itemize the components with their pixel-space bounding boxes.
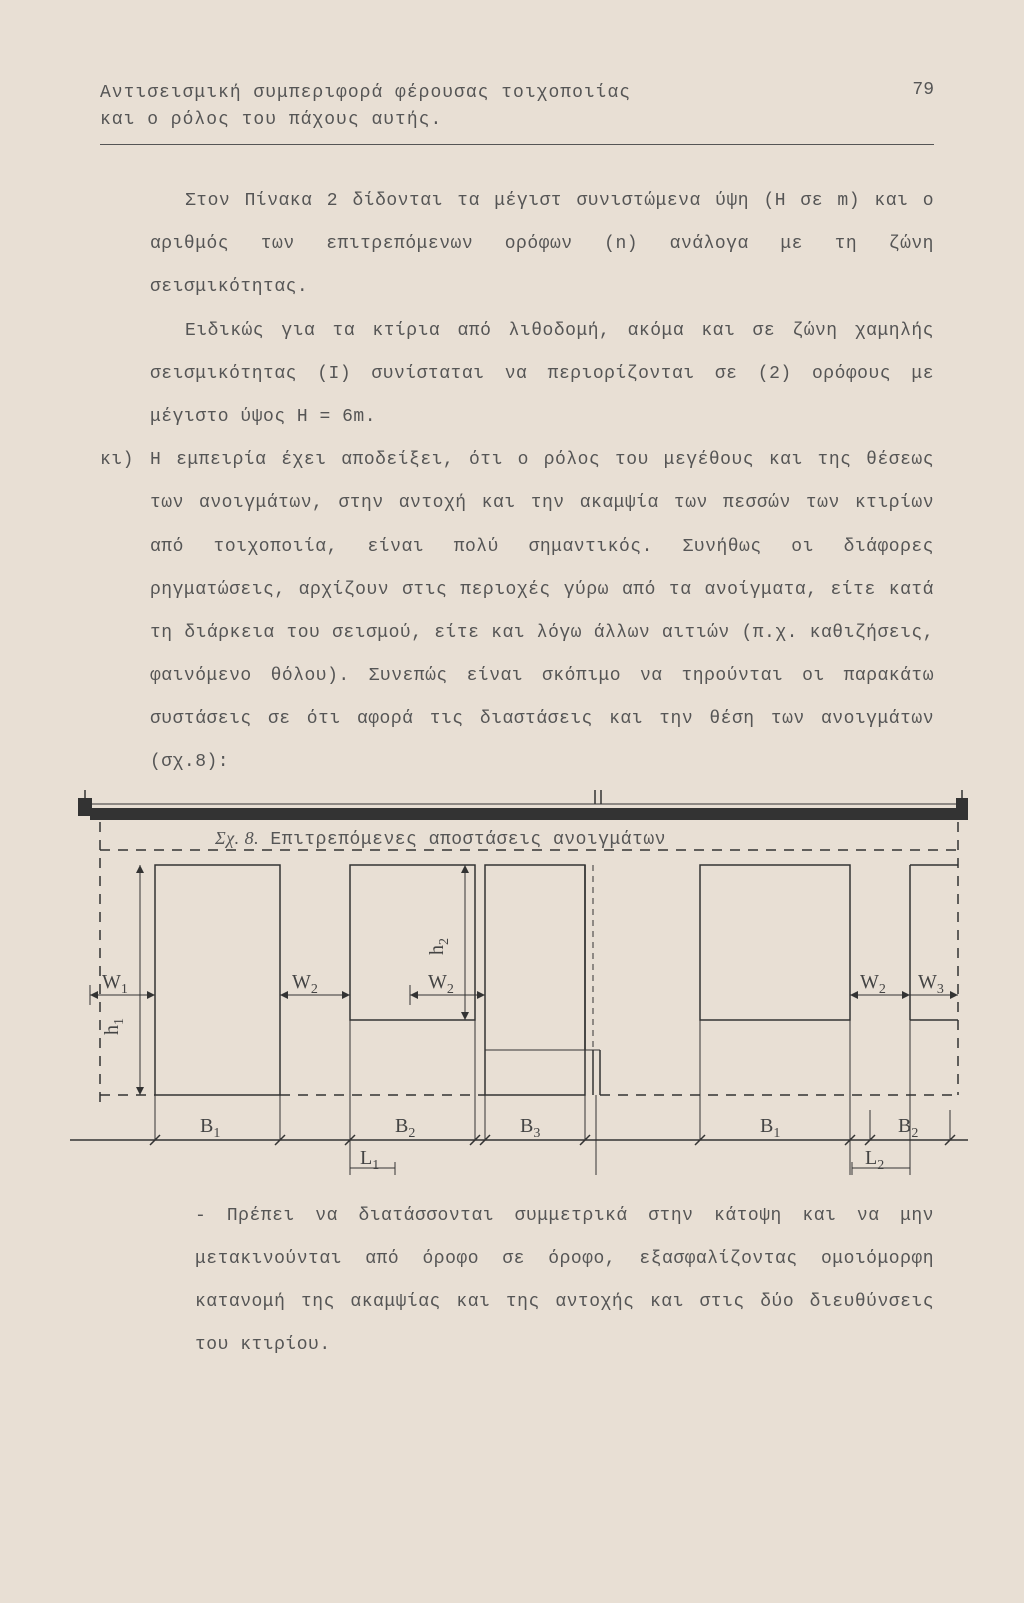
svg-text:W2: W2 bbox=[860, 971, 886, 997]
svg-text:B2: B2 bbox=[395, 1115, 415, 1141]
b-dimensions: B1 B2 B3 B1 B2 bbox=[70, 1020, 968, 1175]
h-dimensions: h1 h2 bbox=[101, 865, 475, 1095]
opening-4-window bbox=[700, 865, 850, 1020]
opening-2-window bbox=[350, 865, 475, 1020]
after-diagram-block: - Πρέπει να διατάσσονται συμμετρικά στην… bbox=[100, 1195, 934, 1368]
svg-text:W3: W3 bbox=[918, 971, 944, 997]
svg-text:L2: L2 bbox=[865, 1147, 884, 1173]
top-beam bbox=[78, 798, 968, 820]
paragraph-2: Ειδικώς για τα κτίρια από λιθοδομή, ακόμ… bbox=[150, 310, 934, 440]
paragraph-3: Η εμπειρία έχει αποδείξει, ότι ο ρόλος τ… bbox=[150, 439, 934, 785]
paragraph-1: Στον Πίνακα 2 δίδονται τα μέγιστ συνιστώ… bbox=[150, 180, 934, 310]
svg-text:B1: B1 bbox=[200, 1115, 220, 1141]
header-line-1: Αντισεισμική συμπεριφορά φέρουσας τοιχοπ… bbox=[100, 83, 631, 103]
figure-caption: Σχ. 8. Επιτρεπόμενες αποστάσεις ανοιγμάτ… bbox=[215, 828, 666, 850]
page-number: 79 bbox=[912, 80, 934, 100]
caption-prefix: Σχ. 8. bbox=[215, 828, 259, 848]
header-divider bbox=[100, 144, 934, 145]
ki-label: κι) bbox=[100, 439, 150, 482]
svg-text:W2: W2 bbox=[292, 971, 318, 997]
svg-text:h2: h2 bbox=[426, 938, 452, 955]
opening-1-door bbox=[155, 865, 280, 1095]
svg-text:B1: B1 bbox=[760, 1115, 780, 1141]
body-text-block: Στον Πίνακα 2 δίδονται τα μέγιστ συνιστώ… bbox=[100, 180, 934, 439]
header-line-2: και ο ρόλος του πάχους αυτής. bbox=[100, 110, 442, 130]
svg-text:W1: W1 bbox=[102, 971, 128, 997]
diagram-figure-8: W1 W2 W2 W2 W3 bbox=[40, 790, 970, 1180]
ki-block: κι) Η εμπειρία έχει αποδείξει, ότι ο ρόλ… bbox=[100, 439, 934, 785]
l-dimensions: L1 L2 bbox=[350, 1147, 910, 1175]
w-dimensions: W1 W2 W2 W2 W3 bbox=[90, 971, 958, 1005]
page-header: Αντισεισμική συμπεριφορά φέρουσας τοιχοπ… bbox=[100, 80, 934, 134]
paragraph-4: - Πρέπει να διατάσσονται συμμετρικά στην… bbox=[195, 1195, 934, 1368]
svg-text:L1: L1 bbox=[360, 1147, 379, 1173]
caption-text: Επιτρεπόμενες αποστάσεις ανοιγμάτων bbox=[259, 830, 666, 850]
svg-text:W2: W2 bbox=[428, 971, 454, 997]
svg-text:h1: h1 bbox=[101, 1018, 127, 1035]
svg-text:B2: B2 bbox=[898, 1115, 918, 1141]
opening-3-door bbox=[485, 865, 600, 1095]
svg-text:B3: B3 bbox=[520, 1115, 540, 1141]
header-title: Αντισεισμική συμπεριφορά φέρουσας τοιχοπ… bbox=[100, 80, 631, 134]
